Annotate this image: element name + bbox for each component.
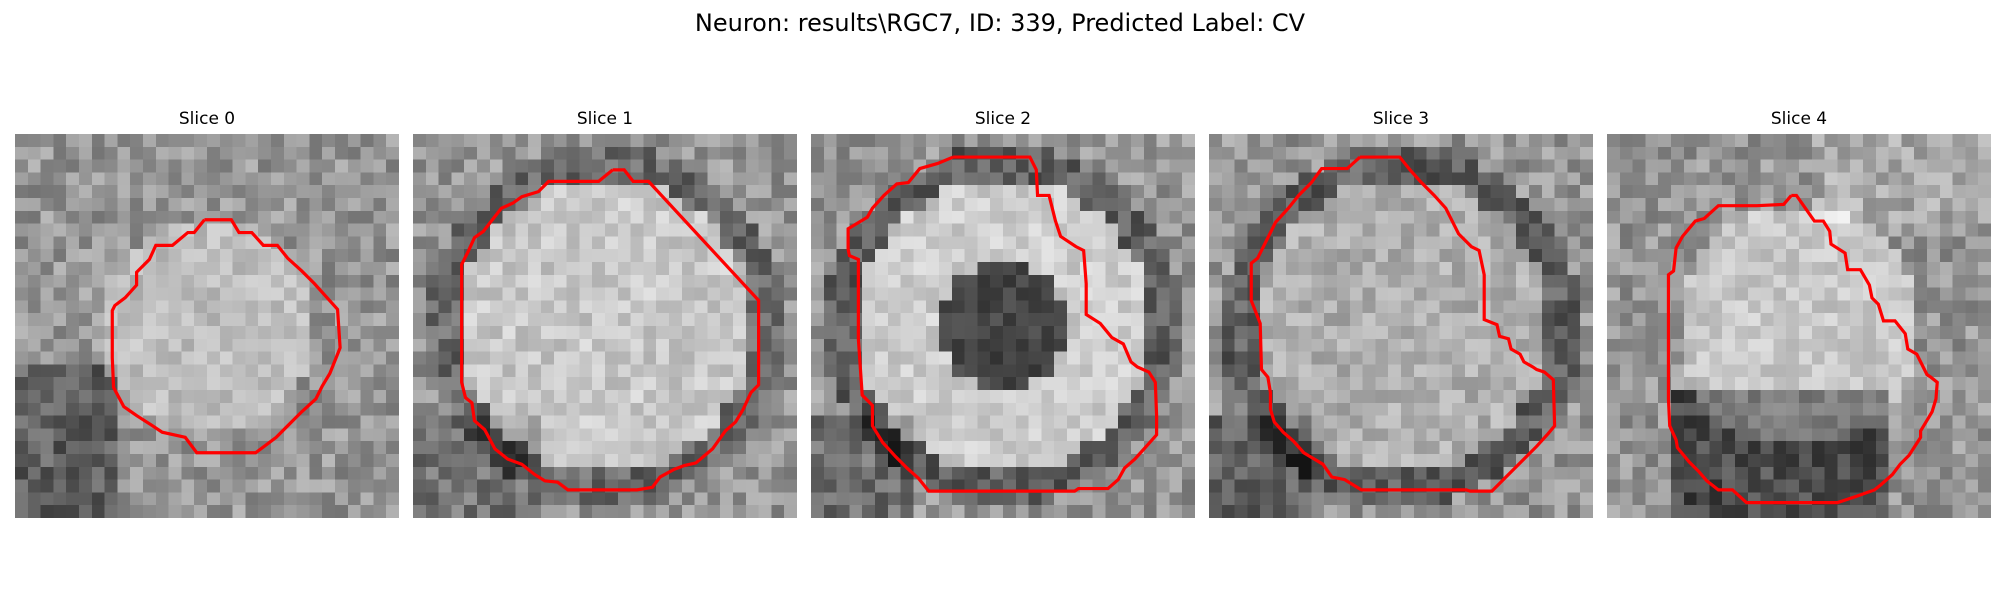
segmentation-contour xyxy=(110,218,342,455)
slice-panel-0: Slice 0 xyxy=(15,107,399,521)
pixel-grid xyxy=(15,134,399,518)
segmentation-contour xyxy=(1249,155,1557,493)
slice-image xyxy=(413,134,797,518)
slice-title: Slice 1 xyxy=(576,109,634,129)
slice-title: Slice 0 xyxy=(178,109,236,129)
slice-title: Slice 3 xyxy=(1372,109,1430,129)
pixel-grid xyxy=(811,134,1195,518)
slice-image xyxy=(811,134,1195,518)
slice-panel-1: Slice 1 xyxy=(413,107,797,521)
slice-title: Slice 2 xyxy=(974,109,1032,129)
pixel-grid xyxy=(1209,134,1593,518)
slice-image xyxy=(1209,134,1593,518)
slice-image xyxy=(15,134,399,518)
segmentation-contour xyxy=(1666,193,1939,505)
figure-title: Neuron: results\RGC7, ID: 339, Predicted… xyxy=(694,9,1306,37)
slice-panel-4: Slice 4 xyxy=(1607,107,1991,521)
slice-panel-3: Slice 3 xyxy=(1209,107,1593,521)
segmentation-contour xyxy=(846,155,1159,493)
slice-image xyxy=(1607,134,1991,518)
pixel-grid xyxy=(413,134,797,518)
pixel-grid xyxy=(1607,134,1991,518)
slice-panel-2: Slice 2 xyxy=(811,107,1195,521)
slice-title: Slice 4 xyxy=(1770,109,1828,129)
segmentation-contour xyxy=(460,168,761,492)
